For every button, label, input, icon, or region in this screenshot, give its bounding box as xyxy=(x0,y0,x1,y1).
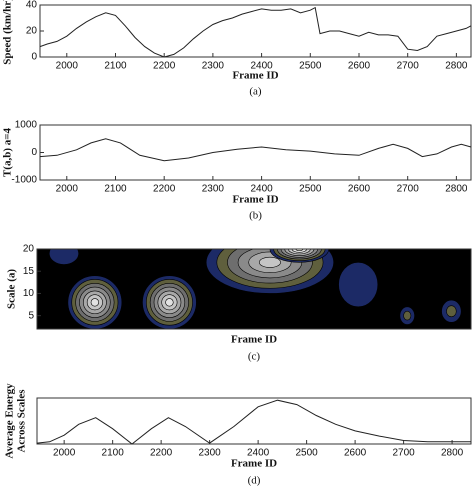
x-tick-label: 2500 xyxy=(295,448,318,459)
x-tick-label: 2600 xyxy=(344,448,367,459)
x-tick-label: 2300 xyxy=(202,61,225,72)
x-tick-label: 2100 xyxy=(102,448,125,459)
x-tick-label: 2200 xyxy=(150,448,173,459)
x-tick-label: 2000 xyxy=(56,61,79,72)
caption: (b) xyxy=(249,210,262,222)
contour-area xyxy=(37,249,471,329)
x-tick-label: 2300 xyxy=(199,448,222,459)
x-tick-label: 2800 xyxy=(445,61,468,72)
x-tick-label: 2700 xyxy=(392,448,415,459)
x-tick-label: 2000 xyxy=(56,184,79,195)
y-tick-label: -1000 xyxy=(11,175,37,186)
contour-level xyxy=(90,298,100,307)
panel: 2000 2100 2200 2300 2400 2500 2600 2700 2800 Fram… xyxy=(4,383,472,487)
x-tick-label: 2600 xyxy=(348,61,371,72)
x-tick-label: 2200 xyxy=(153,61,176,72)
y-tick-label: 20 xyxy=(26,26,38,37)
caption: (a) xyxy=(249,86,262,98)
y-axis-label: Average Energy xyxy=(4,383,16,459)
x-tick-label: 2000 xyxy=(53,448,76,459)
contour-level xyxy=(403,310,412,321)
y-axis-label: Across Scales xyxy=(16,389,28,453)
y-tick-label: 40 xyxy=(26,0,38,11)
line xyxy=(39,6,472,58)
panel: 2000 2100 2200 2300 2400 2500 2600 2700 2800 -100… xyxy=(2,120,472,222)
x-tick-label: 2400 xyxy=(250,184,273,195)
x-tick-label: 2500 xyxy=(299,184,322,195)
y-tick-label: 0 xyxy=(31,52,37,63)
x-axis-label: Frame ID xyxy=(232,70,278,82)
panel: 5 10 15 20 Frame ID (c) Scale (a) xyxy=(6,244,472,363)
y-axis-label: T(a,b) a=4 xyxy=(2,127,14,177)
x-tick-label: 2700 xyxy=(397,61,420,72)
x-tick-label: 2500 xyxy=(299,61,322,72)
axes-box xyxy=(36,248,472,330)
y-tick-label: 0 xyxy=(31,147,37,158)
caption: (c) xyxy=(248,351,261,363)
x-tick-label: 2600 xyxy=(348,184,371,195)
x-tick-label: 2400 xyxy=(250,61,273,72)
x-tick-label: 2300 xyxy=(202,184,225,195)
x-tick-label: 2100 xyxy=(104,184,127,195)
y-axis-label: Scale (a) xyxy=(6,269,18,309)
x-tick-label: 2800 xyxy=(445,184,468,195)
x-tick-label: 2700 xyxy=(397,184,420,195)
x-tick-label: 2200 xyxy=(153,184,176,195)
x-tick-label: 2800 xyxy=(441,448,464,459)
panel: 2000 2100 2200 2300 2400 2500 2600 2700 2800 0 20 4… xyxy=(2,0,472,98)
contour-level xyxy=(48,249,79,265)
y-tick-label: 15 xyxy=(23,266,35,277)
x-axis-label: Frame ID xyxy=(231,334,277,346)
x-axis-label: Frame ID xyxy=(232,194,278,206)
y-axis-label: Speed (km/hr) xyxy=(2,0,14,65)
y-tick-label: 1000 xyxy=(15,120,38,131)
line xyxy=(36,399,471,445)
contour-level xyxy=(446,305,457,318)
axes-box xyxy=(36,397,472,445)
caption: (d) xyxy=(248,475,261,487)
y-tick-label: 5 xyxy=(28,310,34,321)
contour-level xyxy=(259,256,281,268)
axes-box xyxy=(39,124,472,181)
y-tick-label: 10 xyxy=(23,288,35,299)
y-tick-label: 20 xyxy=(23,244,35,255)
x-tick-label: 2400 xyxy=(247,448,270,459)
contour-level xyxy=(338,262,379,308)
x-tick-label: 2100 xyxy=(104,61,127,72)
x-axis-label: Frame ID xyxy=(231,458,277,470)
line xyxy=(39,138,472,162)
contour-level xyxy=(165,298,174,307)
